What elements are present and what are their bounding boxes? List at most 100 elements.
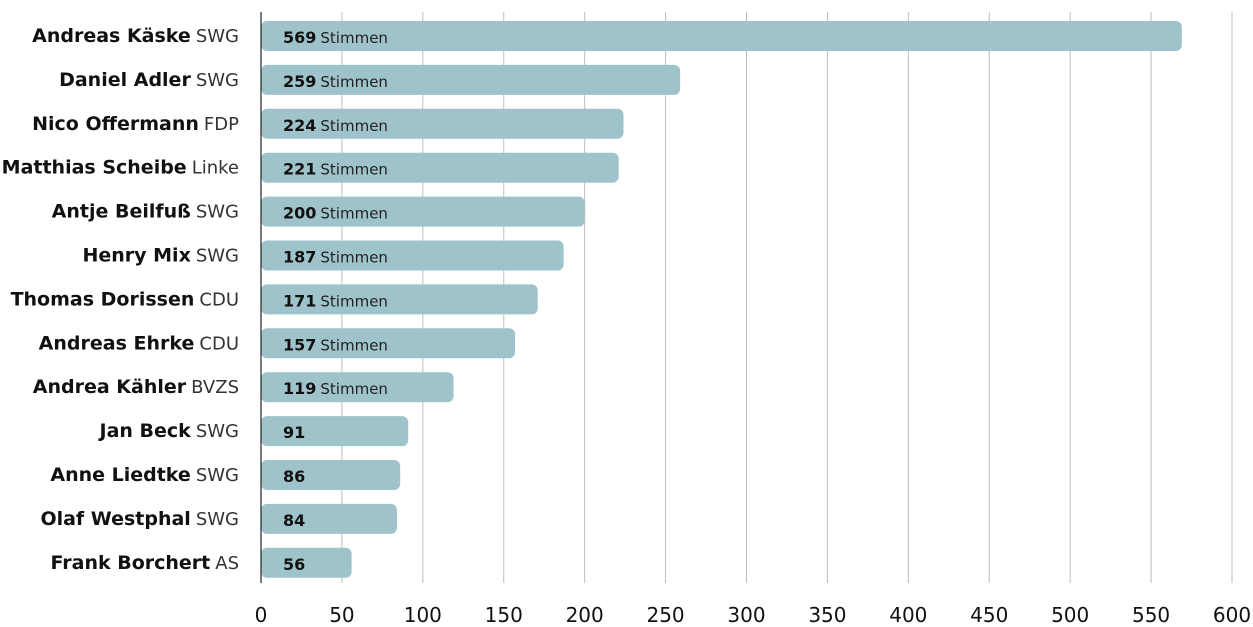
candidate-name: Jan Beck [98, 420, 192, 442]
value-unit: Stimmen [320, 73, 388, 91]
value-label-0: 569 Stimmen [283, 28, 388, 47]
value-number: 86 [283, 467, 305, 486]
bar-10 [261, 460, 401, 490]
value-number: 221 [283, 160, 316, 179]
x-tick-label-150: 150 [485, 603, 523, 627]
party-name: Linke [192, 158, 239, 179]
x-tick-label-100: 100 [404, 603, 442, 627]
x-tick-label-500: 500 [1051, 603, 1089, 627]
value-number: 187 [283, 248, 316, 267]
value-unit: Stimmen [320, 336, 388, 354]
x-tick-label-300: 300 [727, 603, 765, 627]
value-label-7: 157 Stimmen [283, 335, 388, 354]
bar-11 [261, 503, 397, 534]
candidate-name: Daniel Adler [59, 69, 191, 91]
value-number: 259 [283, 72, 316, 91]
party-name: FDP [204, 114, 239, 135]
party-name: SWG [196, 246, 239, 267]
value-number: 171 [283, 291, 316, 310]
party-name: BVZS [191, 377, 239, 398]
value-number: 157 [283, 335, 316, 354]
party-name: SWG [196, 26, 239, 47]
value-unit: Stimmen [320, 380, 388, 398]
x-tick-label-600: 600 [1213, 603, 1251, 627]
candidate-name: Andrea Kähler [33, 376, 187, 398]
party-name: SWG [196, 421, 239, 442]
category-label-3: Matthias Scheibe Linke [2, 157, 239, 179]
value-number: 569 [283, 28, 316, 47]
value-number: 84 [283, 511, 305, 530]
category-label-12: Frank Borchert AS [50, 552, 239, 574]
value-unit: Stimmen [320, 249, 388, 267]
x-tick-label-250: 250 [646, 603, 684, 627]
x-tick-label-200: 200 [566, 603, 604, 627]
candidate-name: Antje Beilfuß [52, 201, 191, 223]
candidate-name: Thomas Dorissen [11, 288, 195, 310]
category-label-7: Andreas Ehrke CDU [39, 332, 239, 354]
bar-2 [261, 108, 624, 139]
value-number: 119 [283, 379, 316, 398]
value-unit: Stimmen [320, 161, 388, 179]
x-tick-label-450: 450 [970, 603, 1008, 627]
value-unit: Stimmen [320, 292, 388, 310]
category-label-2: Nico Offermann FDP [32, 113, 239, 135]
value-number: 56 [283, 555, 305, 574]
category-label-11: Olaf Westphal SWG [40, 508, 239, 530]
x-tick-label-350: 350 [808, 603, 846, 627]
category-label-0: Andreas Käske SWG [32, 25, 239, 47]
value-unit: Stimmen [320, 117, 388, 135]
candidate-name: Olaf Westphal [40, 508, 190, 530]
category-label-8: Andrea Kähler BVZS [33, 376, 239, 398]
value-number: 224 [283, 116, 316, 135]
bar-8 [261, 372, 454, 403]
candidate-name: Andreas Ehrke [39, 332, 195, 354]
value-number: 91 [283, 423, 305, 442]
bar-3 [261, 152, 619, 183]
x-tick-label-50: 50 [329, 603, 354, 627]
value-label-6: 171 Stimmen [283, 291, 388, 310]
category-label-9: Jan Beck SWG [98, 420, 239, 442]
candidate-name: Andreas Käske [32, 25, 191, 47]
bar-5 [261, 240, 564, 271]
party-name: AS [215, 553, 239, 574]
value-label-4: 200 Stimmen [283, 204, 388, 223]
x-tick-label-0: 0 [255, 603, 268, 627]
value-number: 200 [283, 204, 316, 223]
value-label-5: 187 Stimmen [283, 248, 388, 267]
category-label-6: Thomas Dorissen CDU [11, 288, 239, 310]
category-label-5: Henry Mix SWG [82, 245, 239, 267]
candidate-name: Anne Liedtke [50, 464, 190, 486]
bar-7 [261, 328, 516, 359]
x-tick-label-550: 550 [1132, 603, 1170, 627]
bar-0 [261, 21, 1182, 51]
value-label-10: 86 [283, 467, 305, 486]
value-label-3: 221 Stimmen [283, 160, 388, 179]
category-label-10: Anne Liedtke SWG [50, 464, 239, 486]
bar-12 [261, 547, 352, 578]
party-name: CDU [199, 333, 239, 354]
value-label-9: 91 [283, 423, 305, 442]
bar-1 [261, 64, 681, 95]
category-label-4: Antje Beilfuß SWG [52, 201, 239, 223]
value-label-2: 224 Stimmen [283, 116, 388, 135]
bar-4 [261, 196, 585, 227]
value-label-12: 56 [283, 555, 305, 574]
candidate-name: Henry Mix [82, 245, 190, 267]
x-tick-label-400: 400 [889, 603, 927, 627]
party-name: SWG [196, 70, 239, 91]
party-name: SWG [196, 465, 239, 486]
candidate-name: Frank Borchert [50, 552, 210, 574]
candidate-name: Nico Offermann [32, 113, 199, 135]
value-label-8: 119 Stimmen [283, 379, 388, 398]
value-unit: Stimmen [320, 205, 388, 223]
candidate-name: Matthias Scheibe [2, 157, 187, 179]
bar-6 [261, 284, 538, 315]
party-name: SWG [196, 509, 239, 530]
party-name: CDU [199, 289, 239, 310]
value-label-11: 84 [283, 511, 305, 530]
bar-9 [261, 416, 409, 447]
value-label-1: 259 Stimmen [283, 72, 388, 91]
party-name: SWG [196, 202, 239, 223]
